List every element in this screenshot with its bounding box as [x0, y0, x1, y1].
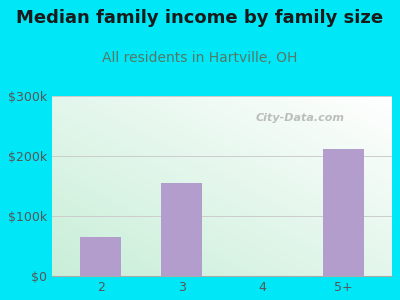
Text: All residents in Hartville, OH: All residents in Hartville, OH	[102, 51, 298, 65]
Text: Median family income by family size: Median family income by family size	[16, 9, 384, 27]
Bar	[80, 237, 121, 276]
Bar	[161, 183, 202, 276]
Bar	[323, 149, 364, 276]
Text: City-Data.com: City-Data.com	[256, 112, 345, 123]
